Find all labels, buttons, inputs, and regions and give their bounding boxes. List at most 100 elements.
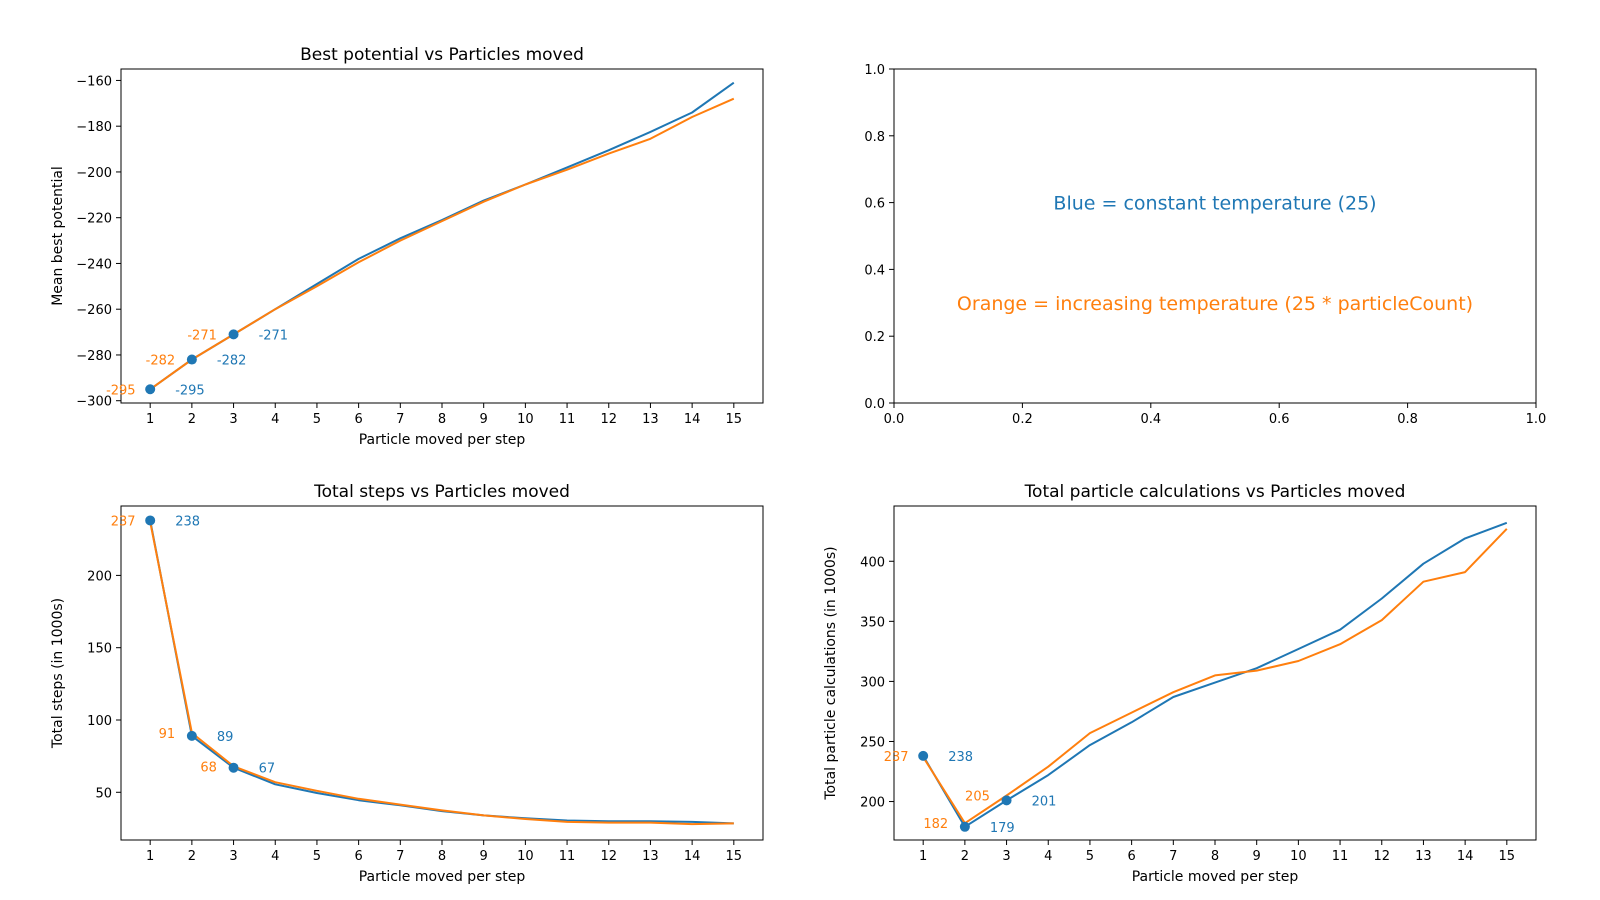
- x-tick-label: 6: [354, 849, 362, 864]
- x-axis-label: Particle moved per step: [359, 869, 526, 885]
- series-line-blue: [149, 520, 734, 825]
- x-tick-label: 9: [1253, 849, 1261, 864]
- data-label: -271: [259, 328, 289, 343]
- y-tick-label: 250: [860, 735, 885, 750]
- data-point-marker: [918, 750, 929, 761]
- y-tick-label: −260: [76, 303, 112, 318]
- x-tick-label: 9: [480, 849, 488, 864]
- y-tick-label: 0.6: [864, 197, 885, 212]
- axes-frame: [120, 505, 764, 841]
- x-tick-label: 15: [726, 849, 743, 864]
- y-axis-label: Total particle calculations (in 1000s): [823, 546, 839, 800]
- y-tick-label: 0.2: [864, 330, 885, 345]
- x-tick-label: 12: [600, 849, 617, 864]
- x-tick-label: 0.0: [884, 412, 905, 427]
- y-tick-label: 200: [87, 569, 112, 584]
- series-line-blue: [149, 81, 735, 391]
- data-point-marker: [145, 384, 156, 395]
- data-label: 238: [948, 750, 973, 765]
- x-tick-label: 2: [188, 412, 196, 427]
- x-tick-label: 0.4: [1140, 412, 1161, 427]
- series-line-orange: [149, 97, 735, 391]
- y-axis-label: Mean best potential: [50, 166, 66, 306]
- x-tick-label: 5: [313, 412, 321, 427]
- x-tick-label: 10: [517, 412, 534, 427]
- x-tick-label: 0.2: [1012, 412, 1033, 427]
- y-tick-label: 400: [860, 555, 885, 570]
- x-tick-label: 14: [684, 849, 701, 864]
- data-label: 237: [884, 750, 909, 765]
- legend-text-blue: Blue = constant temperature (25): [1053, 193, 1376, 215]
- y-tick-label: −180: [76, 120, 112, 135]
- y-tick-label: 0.0: [864, 397, 885, 412]
- x-tick-label: 10: [1290, 849, 1307, 864]
- x-tick-label: 4: [1044, 849, 1052, 864]
- x-tick-label: 5: [313, 849, 321, 864]
- y-tick-label: 0.4: [864, 263, 885, 278]
- data-label: 182: [923, 817, 948, 832]
- axes-frame: [893, 505, 1537, 841]
- x-tick-label: 8: [1211, 849, 1219, 864]
- x-tick-label: 10: [517, 849, 534, 864]
- data-label: 238: [175, 514, 200, 529]
- legend-text-orange: Orange = increasing temperature (25 * pa…: [957, 293, 1473, 315]
- series-line-blue: [922, 521, 1508, 828]
- x-tick-label: 2: [188, 849, 196, 864]
- x-tick-label: 1.0: [1526, 412, 1547, 427]
- x-tick-label: 5: [1086, 849, 1094, 864]
- x-tick-label: 13: [1415, 849, 1432, 864]
- x-tick-label: 9: [480, 412, 488, 427]
- data-label: -271: [187, 328, 217, 343]
- x-tick-label: 7: [396, 849, 404, 864]
- axes-frame: [893, 68, 1537, 404]
- data-label: 67: [259, 762, 276, 777]
- y-tick-label: 150: [87, 642, 112, 657]
- x-tick-label: 4: [271, 412, 279, 427]
- x-tick-label: 14: [684, 412, 701, 427]
- x-tick-label: 11: [1332, 849, 1349, 864]
- y-tick-label: 0.8: [864, 130, 885, 145]
- data-point-marker: [186, 354, 197, 365]
- y-tick-label: −240: [76, 257, 112, 272]
- x-tick-label: 3: [1002, 849, 1010, 864]
- x-tick-label: 1: [146, 849, 154, 864]
- data-label: -295: [175, 383, 205, 398]
- y-tick-label: 100: [87, 714, 112, 729]
- axes-frame: [120, 68, 764, 404]
- data-label: -282: [217, 354, 247, 369]
- x-tick-label: 11: [559, 849, 576, 864]
- x-tick-label: 4: [271, 849, 279, 864]
- y-axis-label: Total steps (in 1000s): [50, 598, 66, 749]
- x-tick-label: 1: [919, 849, 927, 864]
- x-tick-label: 7: [1169, 849, 1177, 864]
- data-point-marker: [959, 821, 970, 832]
- y-tick-label: −200: [76, 166, 112, 181]
- x-tick-label: 7: [396, 412, 404, 427]
- chart-title: Best potential vs Particles moved: [300, 45, 584, 65]
- x-tick-label: 6: [1127, 849, 1135, 864]
- x-tick-label: 2: [961, 849, 969, 864]
- subplot-calcs: 1 2 3 4 5 6 7 8 9 10 11 12 13 14 15200250300350400Tota…: [823, 482, 1537, 885]
- y-tick-label: 350: [860, 615, 885, 630]
- x-axis-label: Particle moved per step: [1132, 869, 1299, 885]
- y-tick-label: 1.0: [864, 63, 885, 78]
- data-point-marker: [1001, 795, 1012, 806]
- data-point-marker: [228, 329, 239, 340]
- data-label: 91: [159, 727, 176, 742]
- x-tick-label: 8: [438, 849, 446, 864]
- y-tick-label: −160: [76, 74, 112, 89]
- x-tick-label: 11: [559, 412, 576, 427]
- data-point-marker: [145, 515, 156, 526]
- data-point-marker: [228, 762, 239, 773]
- x-tick-label: 15: [726, 412, 743, 427]
- y-tick-label: −220: [76, 212, 112, 227]
- y-tick-label: −280: [76, 349, 112, 364]
- x-tick-label: 14: [1457, 849, 1474, 864]
- y-tick-label: −300: [76, 395, 112, 410]
- x-tick-label: 13: [642, 412, 659, 427]
- x-tick-label: 3: [229, 849, 237, 864]
- series-line-orange: [149, 521, 734, 826]
- x-tick-label: 1: [146, 412, 154, 427]
- x-tick-label: 8: [438, 412, 446, 427]
